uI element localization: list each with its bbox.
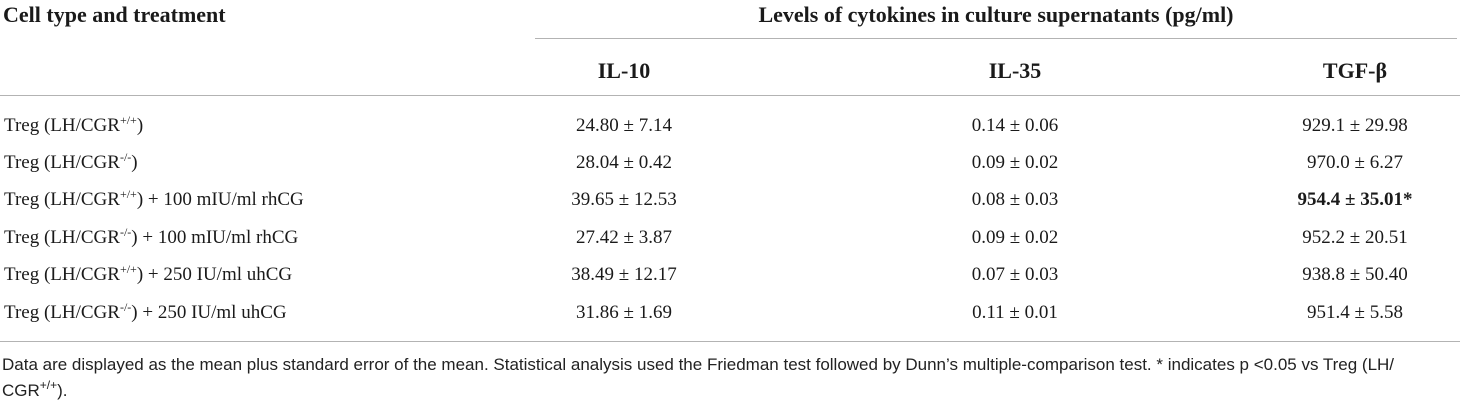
- cell-il10: 39.65 ± 12.53: [571, 189, 677, 210]
- cell-il10: 38.49 ± 12.17: [571, 264, 677, 285]
- table-bottom-rule: [0, 341, 1460, 342]
- cell-il10: 24.80 ± 7.14: [576, 115, 672, 136]
- column-header-il35: IL-35: [988, 58, 1042, 83]
- group-header-divider: [535, 38, 1457, 39]
- cell-tgfb-significant: 954.4 ± 35.01*: [1297, 189, 1413, 210]
- cell-il35: 0.09 ± 0.02: [971, 152, 1059, 173]
- group-column-header: Levels of cytokines in culture supernata…: [758, 2, 1234, 27]
- cell-il10: 31.86 ± 1.69: [576, 302, 672, 323]
- table-row: Treg (LH/CGR+/+) + 250 IU/ml uhCG 38.49 …: [0, 256, 1460, 293]
- cell-il10: 27.42 ± 3.87: [576, 227, 672, 248]
- row-label: Treg (LH/CGR+/+): [4, 113, 144, 136]
- label-column-header: Cell type and treatment: [3, 2, 226, 27]
- table-footnote: Data are displayed as the mean plus stan…: [2, 355, 1395, 400]
- cell-il35: 0.07 ± 0.03: [971, 264, 1059, 285]
- column-header-il10: IL-10: [597, 58, 651, 83]
- row-label: Treg (LH/CGR+/+) + 100 mIU/ml rhCG: [4, 187, 304, 210]
- cell-il35: 0.09 ± 0.02: [971, 227, 1059, 248]
- row-label: Treg (LH/CGR-/-) + 100 mIU/ml rhCG: [4, 225, 299, 248]
- table-row: Treg (LH/CGR-/-) + 250 IU/ml uhCG 31.86 …: [0, 294, 1460, 331]
- table-row: Treg (LH/CGR+/+) + 100 mIU/ml rhCG 39.65…: [0, 181, 1460, 218]
- header-divider: [0, 95, 1460, 96]
- table-row: Treg (LH/CGR-/-) 28.04 ± 0.42 0.09 ± 0.0…: [0, 144, 1460, 181]
- row-label: Treg (LH/CGR-/-) + 250 IU/ml uhCG: [4, 300, 287, 323]
- row-label: Treg (LH/CGR-/-): [4, 150, 138, 173]
- cell-tgfb: 938.8 ± 50.40: [1302, 264, 1408, 285]
- table-row: Treg (LH/CGR+/+) 24.80 ± 7.14 0.14 ± 0.0…: [0, 107, 1460, 144]
- cell-tgfb: 970.0 ± 6.27: [1307, 152, 1403, 173]
- cell-il35: 0.14 ± 0.06: [971, 115, 1059, 136]
- table-row: Treg (LH/CGR-/-) + 100 mIU/ml rhCG 27.42…: [0, 219, 1460, 256]
- cell-tgfb: 951.4 ± 5.58: [1307, 302, 1403, 323]
- cell-tgfb: 952.2 ± 20.51: [1302, 227, 1408, 248]
- cell-il10: 28.04 ± 0.42: [576, 152, 672, 173]
- row-label: Treg (LH/CGR+/+) + 250 IU/ml uhCG: [4, 262, 293, 285]
- cell-il35: 0.11 ± 0.01: [972, 302, 1058, 323]
- cell-il35: 0.08 ± 0.03: [971, 189, 1059, 210]
- cell-tgfb: 929.1 ± 29.98: [1302, 115, 1408, 136]
- column-header-tgfb: TGF-β: [1322, 58, 1388, 83]
